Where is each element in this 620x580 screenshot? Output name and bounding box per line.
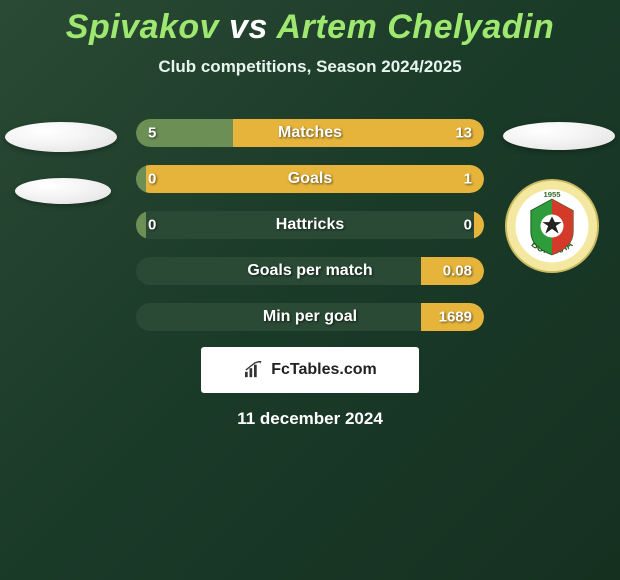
- stat-value-right: 0.08: [443, 263, 472, 280]
- title-vs: vs: [229, 8, 268, 46]
- stat-row: Goals per match 0.08: [136, 257, 484, 285]
- stat-label: Min per goal: [263, 308, 357, 326]
- bar-right: [233, 119, 484, 147]
- stat-label: Hattricks: [276, 216, 344, 234]
- stat-row: Min per goal 1689: [136, 303, 484, 331]
- ellipse-icon: [5, 122, 117, 152]
- bar-left: [136, 165, 146, 193]
- footer-brand-box: FcTables.com: [201, 347, 419, 393]
- stat-row: Hattricks 0 0: [136, 211, 484, 239]
- svg-text:1955: 1955: [543, 190, 561, 199]
- stat-value-left: 5: [148, 125, 156, 142]
- club-crest-icon: 1955 ВОРСКЛА: [504, 178, 600, 274]
- ellipse-icon: [15, 178, 111, 204]
- stat-value-right: 0: [464, 217, 472, 234]
- date-text: 11 december 2024: [237, 409, 383, 429]
- chart-icon: [243, 361, 265, 379]
- stat-label: Goals per match: [247, 262, 372, 280]
- stat-row: Matches 5 13: [136, 119, 484, 147]
- subtitle: Club competitions, Season 2024/2025: [158, 57, 461, 77]
- ellipse-icon: [503, 122, 615, 150]
- right-decoration: [503, 122, 615, 150]
- page-title: Spivakov vs Artem Chelyadin: [66, 8, 554, 47]
- stat-value-left: 0: [148, 171, 156, 188]
- player2-name: Artem Chelyadin: [277, 8, 555, 46]
- stat-value-right: 1: [464, 171, 472, 188]
- stat-label: Matches: [278, 124, 342, 142]
- player1-name: Spivakov: [66, 8, 219, 46]
- stat-value-right: 1689: [439, 309, 472, 326]
- stat-value-left: 0: [148, 217, 156, 234]
- footer-brand-text: FcTables.com: [271, 361, 377, 379]
- left-decoration: [5, 122, 117, 204]
- stat-value-right: 13: [455, 125, 472, 142]
- stat-row: Goals 0 1: [136, 165, 484, 193]
- bar-left: [136, 211, 146, 239]
- bar-right: [474, 211, 484, 239]
- stat-label: Goals: [288, 170, 332, 188]
